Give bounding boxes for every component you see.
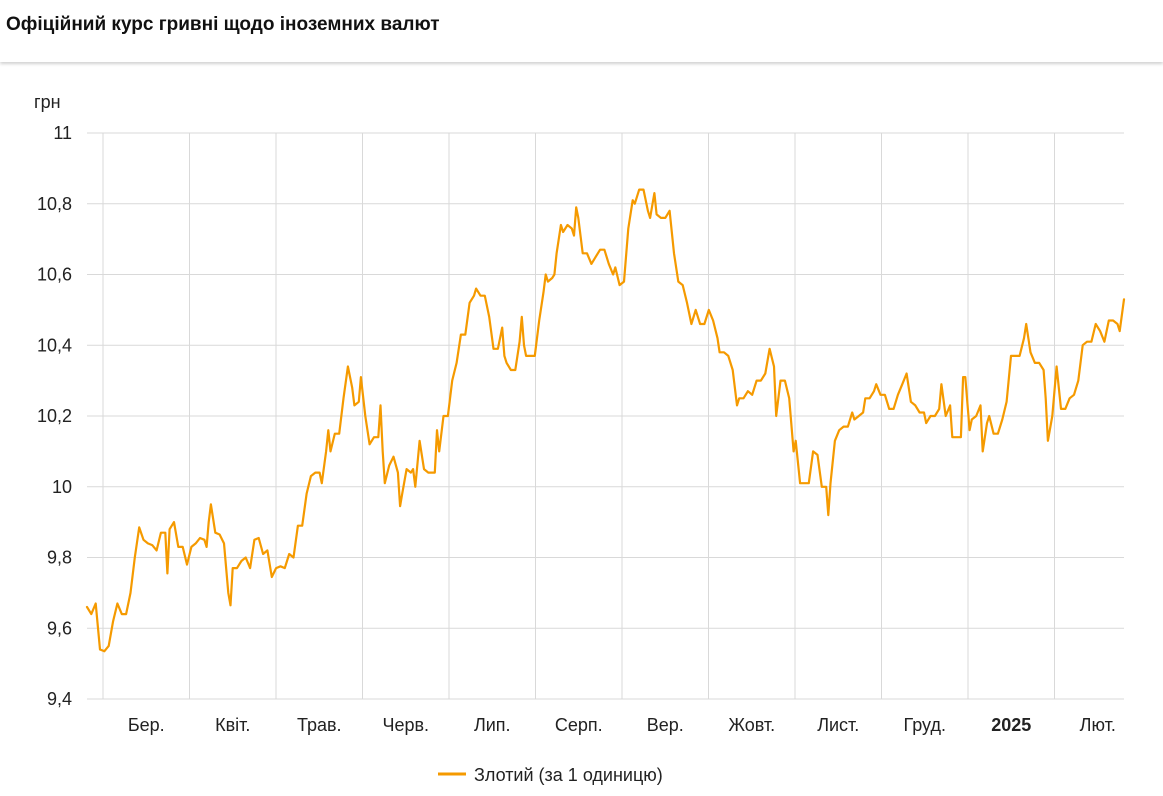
x-tick-label: Вер. bbox=[647, 715, 684, 735]
x-tick-label: Бер. bbox=[128, 715, 165, 735]
x-tick-label: 2025 bbox=[991, 715, 1031, 735]
y-tick-label: 9,6 bbox=[47, 618, 72, 638]
page-title: Офіційний курс гривні щодо іноземних вал… bbox=[6, 14, 440, 35]
x-tick-label: Квіт. bbox=[215, 715, 250, 735]
x-tick-label: Лип. bbox=[474, 715, 511, 735]
y-tick-label: 10 bbox=[52, 477, 72, 497]
grid bbox=[87, 132, 1124, 700]
y-tick-label: 10,4 bbox=[37, 335, 72, 355]
y-tick-label: 9,8 bbox=[47, 548, 72, 568]
y-tick-label: 10,2 bbox=[37, 406, 72, 426]
x-tick-label: Трав. bbox=[297, 715, 342, 735]
x-tick-label: Груд. bbox=[904, 715, 946, 735]
series-line bbox=[85, 188, 1126, 653]
x-tick-label: Серп. bbox=[555, 715, 603, 735]
x-tick-label: Лют. bbox=[1080, 715, 1116, 735]
x-axis-ticks: Бер. Квіт. Трав. Черв. Лип. Серп. Вер. Жовт. Лис… bbox=[128, 715, 1116, 735]
x-tick-label: Жовт. bbox=[728, 715, 775, 735]
y-tick-label: 9,4 bbox=[47, 689, 72, 709]
series-layer bbox=[85, 188, 1126, 653]
page-header: Офіційний курс гривні щодо іноземних вал… bbox=[0, 0, 1163, 62]
legend[interactable]: Злотий (за 1 одиницю) bbox=[438, 765, 663, 785]
y-tick-label: 11 bbox=[53, 123, 72, 143]
x-tick-label: Черв. bbox=[382, 715, 429, 735]
y-tick-label: 10,6 bbox=[37, 265, 72, 285]
legend-label: Злотий (за 1 одиницю) bbox=[474, 765, 663, 785]
y-tick-label: 10,8 bbox=[37, 194, 72, 214]
y-axis-label: грн bbox=[34, 92, 61, 112]
x-tick-label: Лист. bbox=[817, 715, 859, 735]
y-axis-ticks: 9,4 9,6 9,8 10 10,2 10,4 10,6 10,8 11 bbox=[37, 123, 72, 709]
